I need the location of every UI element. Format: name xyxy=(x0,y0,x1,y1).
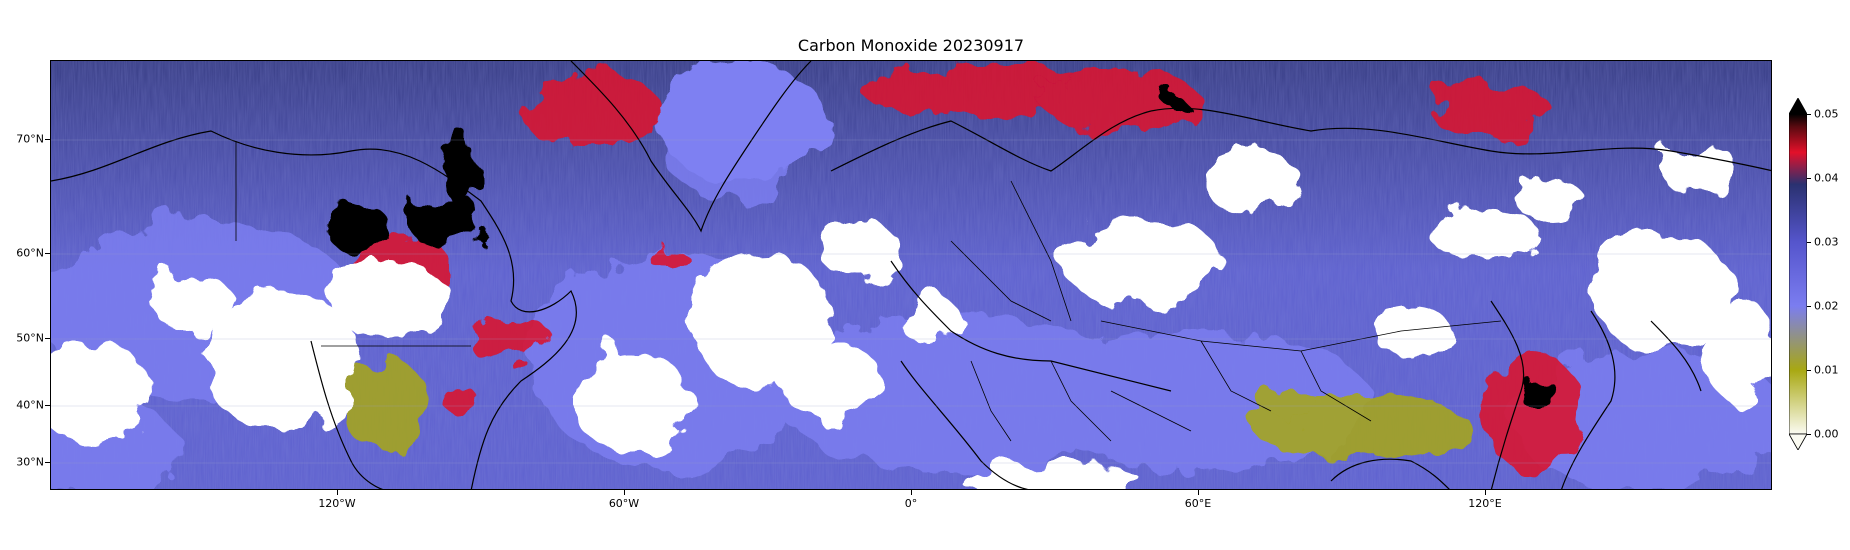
colorbar-extend-max xyxy=(1789,98,1807,115)
lon-label-120w: 120°W xyxy=(318,497,356,510)
map-title: Carbon Monoxide 20230917 xyxy=(797,36,1025,55)
lon-tick-0 xyxy=(911,490,912,495)
map-canvas xyxy=(51,61,1771,489)
lon-tick-60w xyxy=(624,490,625,495)
lat-label-70: 70°N xyxy=(16,132,44,146)
lon-label-120e: 120°E xyxy=(1468,497,1502,510)
lat-label-50: 50°N xyxy=(16,331,44,345)
lat-tick-70 xyxy=(45,139,50,140)
lon-tick-120w xyxy=(337,490,338,495)
colorbar-tick-004 xyxy=(1807,178,1811,179)
lat-tick-60 xyxy=(45,253,50,254)
greenland-low-co xyxy=(656,61,826,181)
country-borders xyxy=(235,141,1502,442)
colorbar-tick-000 xyxy=(1807,434,1811,435)
colorbar-label-001: 0.01 xyxy=(1814,363,1839,377)
lon-label-0: 0° xyxy=(904,497,918,510)
colorbar-tick-002 xyxy=(1807,306,1811,307)
colorbar-label-004: 0.04 xyxy=(1814,171,1839,185)
lat-label-60: 60°N xyxy=(16,246,44,260)
lon-tick-60e xyxy=(1198,490,1199,495)
colorbar-label-005: 0.05 xyxy=(1814,107,1839,121)
lat-label-40: 40°N xyxy=(16,398,44,412)
wildfire-co-plumes xyxy=(324,93,1556,416)
colorbar-tick-001 xyxy=(1807,370,1811,371)
lon-label-60w: 60°W xyxy=(608,497,640,510)
colorbar-label-003: 0.03 xyxy=(1814,235,1839,249)
very-low-co-regions xyxy=(341,361,1471,456)
colorbar xyxy=(1789,98,1807,450)
lon-label-60e: 60°E xyxy=(1184,497,1212,510)
colorbar-tick-003 xyxy=(1807,242,1811,243)
colorbar-label-000: 0.00 xyxy=(1814,427,1839,441)
co-concentration-map xyxy=(50,60,1772,490)
colorbar-gradient xyxy=(1789,113,1807,435)
cloud-gaps xyxy=(51,146,1771,489)
colorbar-extend-min xyxy=(1789,433,1807,450)
lat-tick-30 xyxy=(45,462,50,463)
lon-tick-120e xyxy=(1485,490,1486,495)
lat-tick-40 xyxy=(45,405,50,406)
coastlines xyxy=(51,61,1771,489)
colorbar-label-002: 0.02 xyxy=(1814,299,1839,313)
lat-label-30: 30°N xyxy=(16,455,44,469)
lat-tick-50 xyxy=(45,338,50,339)
graticule xyxy=(51,139,1771,464)
colorbar-tick-005 xyxy=(1807,114,1811,115)
